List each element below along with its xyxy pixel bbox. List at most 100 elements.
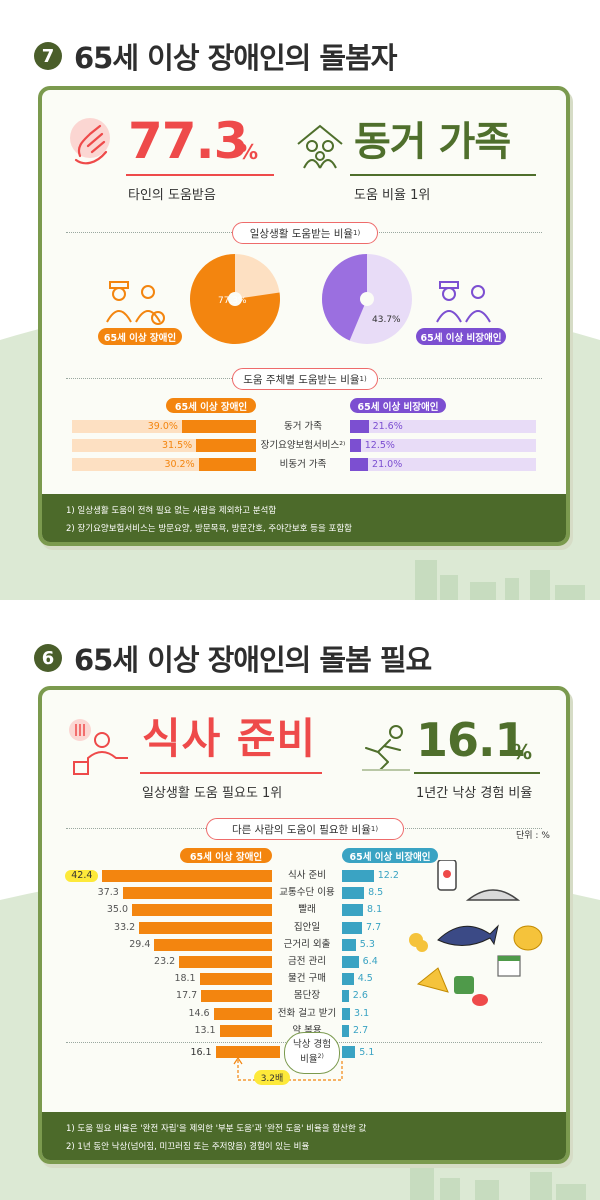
bar-left-group-label: 65세 이상 장애인 bbox=[180, 848, 272, 863]
bar-section-title-text: 도움 주체별 도움받는 비율 bbox=[243, 373, 360, 386]
pie-hole bbox=[228, 292, 242, 306]
bar-category-label: 동거 가족 bbox=[284, 421, 322, 432]
stat-left-unit: % bbox=[238, 140, 259, 164]
bar-right bbox=[342, 973, 354, 986]
pie-section-title-text: 일상생활 도움받는 비율 bbox=[249, 227, 354, 240]
bar-left bbox=[122, 887, 272, 900]
bar-right bbox=[342, 904, 364, 917]
stat-left-caption: 타인의 도움받음 bbox=[128, 188, 216, 203]
bar-left-group-label: 65세 이상 장애인 bbox=[166, 398, 256, 413]
bar-left-value: 33.2 bbox=[114, 921, 136, 933]
bar-category-label: 전화 걸고 받기 bbox=[277, 1007, 337, 1019]
stat-right-caption: 1년간 낙상 경험 비율 bbox=[416, 786, 533, 801]
bar-category-label: 물건 구매 bbox=[288, 973, 326, 985]
bar-category-label: 약 복용 bbox=[292, 1024, 322, 1036]
bar-right bbox=[342, 1024, 350, 1037]
fall-left-value: 16.1 bbox=[190, 1047, 212, 1058]
bar-right bbox=[350, 458, 369, 471]
bar-right-value: 3.1 bbox=[354, 1007, 370, 1019]
fall-right-bar bbox=[342, 1046, 356, 1058]
section-6: 6 65세 이상 장애인의 돌봄 필요 식사 준비 일상생활 도움 필요도 1위… bbox=[0, 600, 600, 1200]
unit-label: 단위 : % bbox=[516, 831, 550, 841]
footnote-2: 2) 1년 동안 낙상(넘어짐, 미끄러짐 또는 주저앉음) 경험이 있는 비율 bbox=[66, 1142, 310, 1152]
bar-section-title: 다른 사람의 도움이 필요한 비율 1) bbox=[206, 818, 404, 840]
bar-right bbox=[342, 990, 349, 1003]
stat-left-value: 77.3 bbox=[128, 112, 248, 170]
footnote-1: 1) 일상생활 도움이 전혀 필요 없는 사람을 제외하고 분석함 bbox=[66, 506, 277, 516]
bar-left-value: 23.2 bbox=[154, 956, 176, 967]
bar-left-value: 31.5% bbox=[161, 440, 193, 451]
bar-right bbox=[342, 887, 365, 900]
bar-left bbox=[199, 973, 272, 986]
bar-right-value: 2.7 bbox=[353, 1024, 369, 1036]
elderly-disabled-icon bbox=[106, 281, 165, 325]
falling-person-icon bbox=[362, 725, 410, 771]
stat-right-underline bbox=[414, 772, 540, 774]
bar-right-value: 12.5% bbox=[364, 440, 395, 451]
bar-right-value: 4.5 bbox=[357, 973, 373, 985]
daily-life-illustration bbox=[409, 860, 543, 1006]
bar-left bbox=[132, 904, 272, 917]
section-7: 7 65세 이상 장애인의 돌봄자 77.3 % 타인의 도움받음 동거 가족 … bbox=[0, 36, 600, 600]
bar-right bbox=[342, 956, 359, 968]
pie-left-label: 65세 이상 장애인 bbox=[98, 328, 182, 345]
stat-left-value: 식사 준비 bbox=[142, 714, 317, 763]
fall-label-line1: 낙상 경험 bbox=[293, 1039, 331, 1051]
bar-left-value: 35.0 bbox=[106, 904, 128, 916]
family-house-icon bbox=[297, 124, 343, 169]
section-number: 7 bbox=[34, 42, 62, 70]
bar-right-value: 8.1 bbox=[367, 904, 383, 916]
info-card: 식사 준비 일상생활 도움 필요도 1위 16.1 % 1년간 낙상 경험 비율… bbox=[38, 686, 570, 1164]
footnote-1: 1) 도움 필요 비율은 '완전 자립'을 제외한 '부분 도움'과 '완전 도… bbox=[66, 1124, 367, 1134]
bar-section-title: 도움 주체별 도움받는 비율 1) bbox=[232, 368, 378, 390]
bar-left bbox=[219, 1024, 272, 1037]
fall-left-bar bbox=[215, 1046, 280, 1058]
section-header: 7 65세 이상 장애인의 돌봄자 bbox=[34, 36, 397, 76]
bar-left-value: 37.3 bbox=[97, 887, 119, 899]
bar-track-right bbox=[350, 458, 536, 471]
bar-left-value: 39.0% bbox=[147, 421, 178, 432]
bar-category-label: 근거리 외출 bbox=[283, 938, 331, 950]
fall-label: 낙상 경험 비율2) bbox=[284, 1032, 340, 1074]
bar-section-title-text: 다른 사람의 도움이 필요한 비율 bbox=[231, 823, 371, 836]
pie-right-label: 65세 이상 비장애인 bbox=[416, 328, 506, 345]
footnotes: 1) 일상생활 도움이 전혀 필요 없는 사람을 제외하고 분석함 2) 장기요… bbox=[42, 494, 566, 542]
bar-category-label: 몸단장 bbox=[293, 990, 321, 1002]
bar-category-label: 식사 준비 bbox=[288, 870, 326, 881]
bar-left bbox=[213, 1007, 272, 1020]
pie-chart-nondisabled: 43.7% bbox=[322, 254, 412, 344]
bar-right-value: 21.6% bbox=[372, 421, 403, 432]
section-header: 6 65세 이상 장애인의 돌봄 필요 bbox=[34, 638, 432, 678]
bar-left-value: 14.6 bbox=[188, 1007, 210, 1019]
bar-section-note: 1) bbox=[370, 825, 379, 833]
bar-right-value: 5.3 bbox=[359, 938, 375, 950]
ratio-connector bbox=[233, 1058, 343, 1081]
fall-label-line2-wrap: 비율2) bbox=[300, 1051, 324, 1066]
bar-left-value: 17.7 bbox=[176, 990, 198, 1002]
bar-right-value: 12.2 bbox=[377, 870, 399, 881]
stat-right-caption: 도움 비율 1위 bbox=[354, 188, 431, 203]
footnotes: 1) 도움 필요 비율은 '완전 자립'을 제외한 '부분 도움'과 '완전 도… bbox=[42, 1112, 566, 1160]
stat-right-value: 동거 가족 bbox=[354, 119, 511, 165]
bar-left bbox=[196, 439, 256, 452]
bar-left-value: 13.1 bbox=[194, 1024, 216, 1036]
footnote-2: 2) 장기요양보험서비스는 방문요양, 방문목욕, 방문간호, 주야간보호 등을… bbox=[66, 524, 352, 534]
bar-left bbox=[139, 921, 272, 934]
hand-icon bbox=[70, 118, 110, 165]
bar-left-value: 42.4 bbox=[65, 870, 99, 882]
bar-right bbox=[342, 921, 363, 934]
bar-left bbox=[154, 938, 272, 951]
stat-left-caption: 일상생활 도움 필요도 1위 bbox=[142, 786, 283, 801]
bar-left bbox=[181, 420, 256, 433]
stat-right-value: 16.1 bbox=[416, 713, 526, 767]
pie-section-note: 1) bbox=[353, 229, 361, 237]
bar-category-label: 교통수단 이용 bbox=[279, 887, 335, 899]
bar-left bbox=[198, 458, 256, 471]
fall-label-line2: 비율 bbox=[300, 1054, 318, 1066]
section-number: 6 bbox=[34, 644, 62, 672]
bar-left bbox=[201, 990, 272, 1003]
bar-right-value: 21.0% bbox=[372, 459, 403, 470]
pie-hole bbox=[360, 292, 374, 306]
pie-value-slice bbox=[322, 254, 367, 341]
fall-label-note: 2) bbox=[317, 1053, 324, 1061]
